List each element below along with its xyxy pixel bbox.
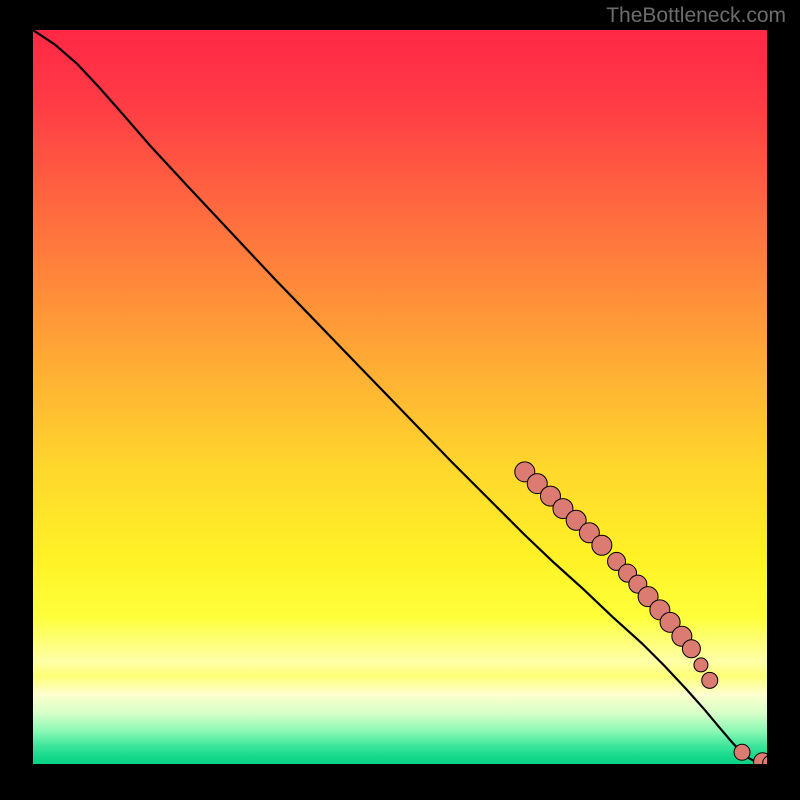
page-root: TheBottleneck.com xyxy=(0,0,800,800)
chart-background xyxy=(33,30,767,764)
data-marker xyxy=(702,672,718,688)
bottleneck-chart xyxy=(33,30,767,764)
data-marker xyxy=(734,744,750,760)
data-marker xyxy=(682,640,700,658)
data-marker xyxy=(694,658,708,672)
chart-svg xyxy=(33,30,767,764)
watermark-label: TheBottleneck.com xyxy=(606,4,786,28)
data-marker xyxy=(592,535,612,555)
